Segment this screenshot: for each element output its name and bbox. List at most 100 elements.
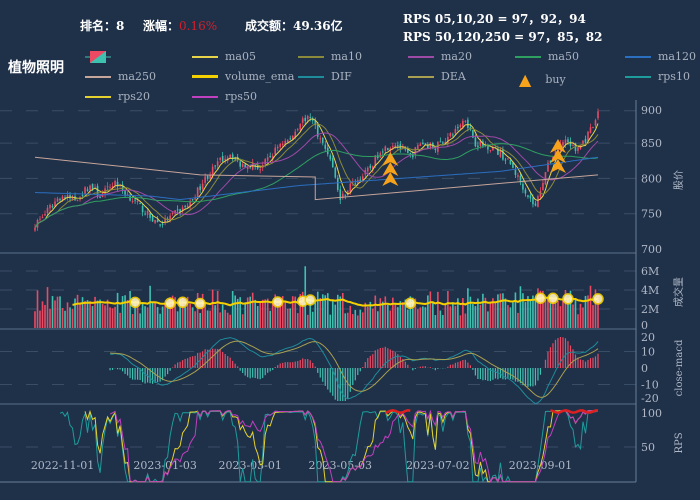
volume-bar <box>224 309 226 328</box>
candle <box>344 194 347 196</box>
macd-histogram-bar <box>399 357 401 368</box>
candle <box>194 198 196 200</box>
legend-rps10[interactable]: rps10 <box>625 70 690 83</box>
volume-bar <box>41 301 44 328</box>
volume-marker <box>164 297 176 310</box>
candle <box>224 158 226 160</box>
legend-rps50[interactable]: rps50 <box>192 90 257 103</box>
macd-histogram-bar <box>549 347 552 368</box>
macd-histogram-bar <box>169 368 171 371</box>
legend-ma10[interactable]: ma10 <box>298 50 362 63</box>
volume-bar <box>91 306 94 328</box>
macd-histogram-bar <box>131 368 134 380</box>
candle <box>309 116 312 118</box>
legend-buy[interactable]: ▲ buy <box>515 70 566 89</box>
candle <box>229 154 231 158</box>
volume-bar <box>134 301 136 328</box>
macd-histogram-bar <box>232 360 234 368</box>
volume-marker <box>176 296 189 309</box>
volume-bar <box>49 308 51 328</box>
candle <box>577 147 579 151</box>
candle <box>539 190 542 197</box>
volume-bar <box>94 296 96 328</box>
candle <box>457 126 459 129</box>
legend-ma20[interactable]: ma20 <box>408 50 472 63</box>
macd-histogram-bar <box>207 349 209 368</box>
volume-bar <box>39 310 41 328</box>
candle <box>597 111 599 119</box>
candle <box>259 169 261 171</box>
candle <box>206 175 209 179</box>
macd-histogram-bar <box>189 356 191 368</box>
volume-bar <box>454 306 457 328</box>
candle <box>149 212 151 218</box>
candle <box>502 149 504 160</box>
legend-dea[interactable]: DEA <box>408 70 466 83</box>
candle-legend-icon <box>85 51 111 63</box>
volume-bar <box>149 285 151 328</box>
candle <box>71 197 74 200</box>
volume-bar <box>221 304 224 328</box>
turnover-value: 49.36亿 <box>293 19 343 33</box>
candle <box>124 190 126 195</box>
candle <box>244 164 246 168</box>
volume-bar <box>276 304 279 328</box>
macd-histogram-bar <box>244 368 246 376</box>
volume-bar <box>104 305 106 328</box>
legend-label: rps50 <box>225 90 257 103</box>
volume-bar <box>579 303 582 328</box>
macd-histogram-bar <box>177 362 179 368</box>
macd-histogram-bar <box>519 368 522 384</box>
volume-marker <box>129 296 141 309</box>
volume-bar <box>211 289 214 328</box>
candle <box>429 142 432 148</box>
rank-label: 排名： <box>80 19 117 33</box>
legend-candle[interactable] <box>85 50 111 64</box>
volume-bar <box>209 310 211 328</box>
candle <box>517 175 519 177</box>
candle <box>156 220 159 223</box>
legend-volume_ema[interactable]: volume_ema <box>192 70 294 83</box>
candle <box>146 211 149 215</box>
legend-ma05[interactable]: ma05 <box>192 50 256 63</box>
legend-label: ma20 <box>441 50 472 63</box>
candle <box>311 118 314 121</box>
volume-bar <box>597 295 599 328</box>
legend-ma50[interactable]: ma50 <box>515 50 579 63</box>
legend-ma120[interactable]: ma120 <box>625 50 696 63</box>
candle <box>191 199 194 201</box>
volume-marker <box>592 293 604 305</box>
macd-histogram-bar <box>182 360 184 368</box>
macd-histogram-bar <box>141 368 144 383</box>
macd-histogram-bar <box>457 362 459 368</box>
macd-histogram-bar <box>592 357 594 368</box>
candle <box>341 193 344 199</box>
macd-histogram-bar <box>332 368 334 396</box>
macd-histogram-bar <box>134 368 136 380</box>
volume-bar <box>326 293 329 328</box>
candle <box>524 189 527 194</box>
candle <box>321 138 324 143</box>
macd-histogram-bar <box>139 368 141 380</box>
legend-rps20[interactable]: rps20 <box>85 90 150 103</box>
candle <box>544 172 547 185</box>
volume-bar <box>372 308 374 328</box>
volume-bar <box>341 293 344 328</box>
volume-bar <box>404 299 407 328</box>
macd-histogram-bar <box>126 368 129 376</box>
volume-bar <box>169 297 171 328</box>
volume-bar <box>214 305 216 328</box>
candle <box>154 220 156 223</box>
macd-histogram-bar <box>522 368 524 386</box>
volume-bar <box>86 300 89 328</box>
legend-dif[interactable]: DIF <box>298 70 352 83</box>
macd-histogram-bar <box>302 358 304 368</box>
volume-bar <box>114 306 116 328</box>
candle <box>179 209 181 213</box>
line-swatch-icon <box>408 75 434 78</box>
change-value: 0.16% <box>179 19 218 33</box>
candle <box>492 147 494 151</box>
volume-bar <box>79 303 81 328</box>
price-tick-label: 900 <box>641 104 662 117</box>
legend-ma250[interactable]: ma250 <box>85 70 156 83</box>
